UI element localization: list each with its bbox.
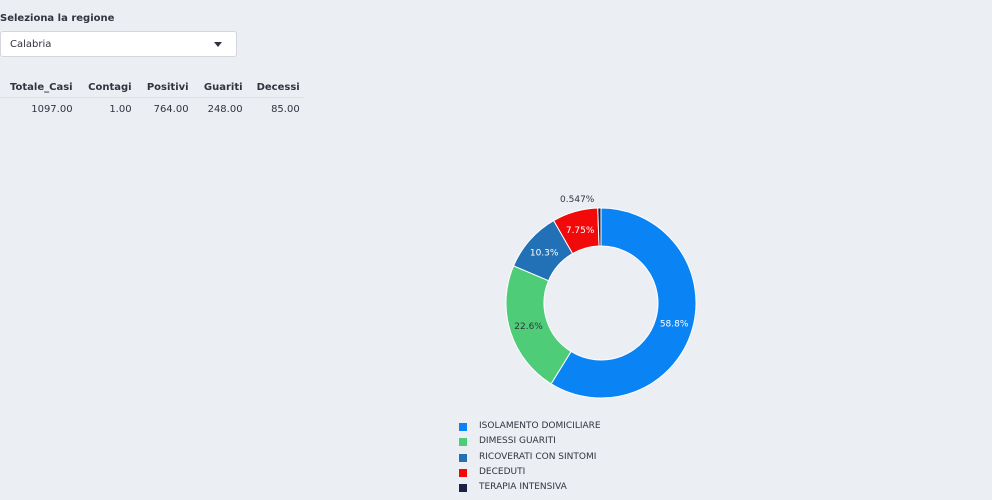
- table-cell: 1.00: [109, 103, 132, 115]
- slice-percent-label: 7.75%: [566, 226, 595, 236]
- region-select-label: Seleziona la regione: [0, 13, 115, 24]
- region-select-value: Calabria: [10, 39, 52, 50]
- slice-isolamento-domiciliare[interactable]: [550, 207, 697, 399]
- legend-label: RICOVERATI CON SINTOMI: [479, 451, 597, 462]
- table-header: Totale_Casi: [0, 76, 77, 98]
- legend-swatch: [459, 423, 467, 431]
- region-select[interactable]: Calabria: [0, 31, 237, 57]
- legend-label: ISOLAMENTO DOMICILIARE: [479, 421, 601, 431]
- table-header: Positivi: [135, 76, 193, 98]
- legend-swatch: [459, 453, 467, 462]
- slice-percent-label: 22.6%: [514, 322, 543, 332]
- slice-percent-label: 58.8%: [660, 320, 689, 330]
- legend-swatch: [459, 438, 467, 447]
- table-header: Guariti: [192, 76, 247, 98]
- table-header-row: Totale_Casi Contagi Positivi Guariti Dec…: [0, 76, 304, 98]
- legend-label: DIMESSI GUARITI: [479, 436, 556, 447]
- table-cell: 1097.00: [31, 103, 73, 115]
- table-header: Contagi: [76, 76, 136, 98]
- legend-label: DECEDUTI: [479, 466, 526, 477]
- table-header: Decessi: [246, 76, 304, 98]
- stats-table: Totale_Casi Contagi Positivi Guariti Dec…: [0, 76, 304, 119]
- legend-label: TERAPIA INTENSIVA: [479, 482, 567, 493]
- legend-swatch: [459, 484, 467, 493]
- table-cell: 764.00: [153, 103, 189, 115]
- slice-terapia-intensiva[interactable]: [597, 207, 602, 247]
- slice-percent-label: 10.3%: [530, 249, 559, 259]
- slice-percent-label: 0.547%: [560, 195, 595, 205]
- table-row: 1097.00 1.00 764.00 248.00 85.00: [0, 98, 304, 120]
- legend-swatch: [459, 468, 467, 477]
- chevron-down-icon: [214, 42, 222, 47]
- table-cell: 248.00: [207, 103, 243, 115]
- table-cell: 85.00: [271, 103, 300, 115]
